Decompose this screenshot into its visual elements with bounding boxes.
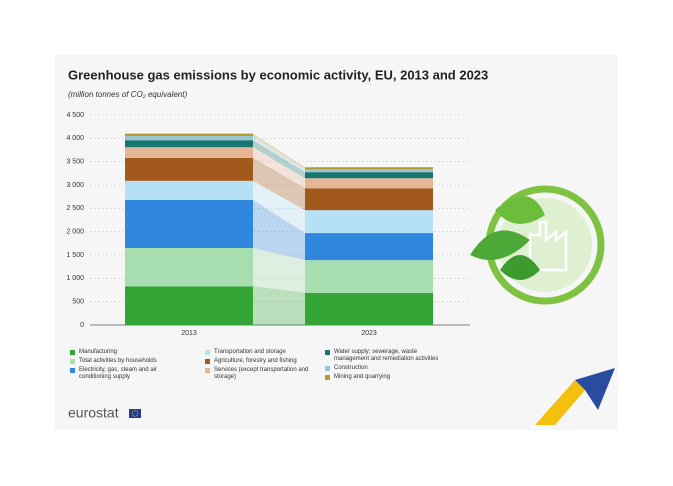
y-tick-label: 1 500 [66, 252, 84, 259]
legend-swatch [70, 359, 75, 364]
chart-title: Greenhouse gas emissions by economic act… [68, 67, 488, 82]
legend-label: Mining and quarrying [334, 374, 391, 380]
legend-label: Total activities by households [79, 358, 157, 364]
bar-segment [125, 140, 253, 148]
legend-label: Manufacturing [79, 349, 118, 355]
chart-subtitle: (million tonnes of CO₂ equivalent) [68, 90, 187, 99]
flow-band [253, 133, 305, 170]
y-tick-label: 1 000 [66, 275, 84, 282]
bar-segment [305, 169, 433, 173]
flow-band [253, 140, 305, 179]
bar-segment [125, 147, 253, 158]
y-tick-label: 2 000 [66, 229, 84, 236]
eu-flag [129, 409, 141, 418]
legend-label: Transportation and storage [214, 349, 286, 355]
flow-band [253, 157, 305, 211]
legend-label: Agriculture, forestry and fishing [214, 358, 297, 364]
flow-band [253, 147, 305, 189]
bar-segment [305, 210, 433, 234]
bar-segment [305, 292, 433, 325]
legend-item: Agriculture, forestry and fishing [205, 358, 325, 365]
legend-swatch [325, 375, 330, 380]
y-tick-label: 3 000 [66, 182, 84, 189]
legend-label: Water supply; sewerage, waste management… [334, 349, 439, 362]
bar-segment [125, 133, 253, 136]
plant-icon [470, 185, 605, 305]
legend-item: Manufacturing [70, 349, 190, 356]
bar-segment [305, 178, 433, 189]
legend-item: Total activities by households [70, 358, 190, 365]
legend-swatch [205, 368, 210, 373]
legend-label: Services (except transportation and stor… [214, 367, 309, 380]
flow-band [253, 180, 305, 234]
legend-swatch [70, 368, 75, 373]
bar-segment [125, 180, 253, 200]
legend-label: Electricity, gas, steam and air conditio… [79, 367, 157, 380]
bar-segment [125, 199, 253, 248]
flow-band [253, 136, 305, 173]
bar-segment [305, 172, 433, 179]
legend-swatch [205, 359, 210, 364]
legend-item: Mining and quarrying [325, 374, 445, 381]
legend-swatch [325, 350, 330, 355]
legend-label: Construction [334, 365, 368, 371]
legend-item: Electricity, gas, steam and air conditio… [70, 367, 190, 381]
bar-segment [305, 188, 433, 211]
bar-segment [125, 157, 253, 181]
flow-band [253, 199, 305, 261]
y-tick-label: 4 500 [66, 112, 84, 119]
y-tick-label: 4 000 [66, 135, 84, 142]
ribbon [535, 368, 615, 425]
y-tick-label: 2 500 [66, 205, 84, 212]
legend-item: Services (except transportation and stor… [205, 367, 325, 381]
x-tick-label: 2023 [361, 330, 377, 337]
logo: eurostat [68, 405, 119, 421]
bar-segment [125, 136, 253, 141]
x-tick-label: 2013 [181, 330, 197, 337]
legend-item: Construction [325, 365, 445, 372]
legend-swatch [70, 350, 75, 355]
legend-item: Transportation and storage [205, 349, 325, 356]
legend-swatch [325, 366, 330, 371]
legend-swatch [205, 350, 210, 355]
legend-item: Water supply; sewerage, waste management… [325, 349, 445, 363]
flow-band [253, 248, 305, 293]
y-tick-label: 0 [80, 322, 84, 329]
bar-segment [305, 260, 433, 293]
flow-band [253, 286, 305, 325]
y-tick-label: 500 [72, 299, 84, 306]
bar-segment [305, 233, 433, 261]
bar-segment [125, 248, 253, 287]
y-tick-label: 3 500 [66, 159, 84, 166]
bar-segment [125, 286, 253, 325]
bar-segment [305, 167, 433, 170]
